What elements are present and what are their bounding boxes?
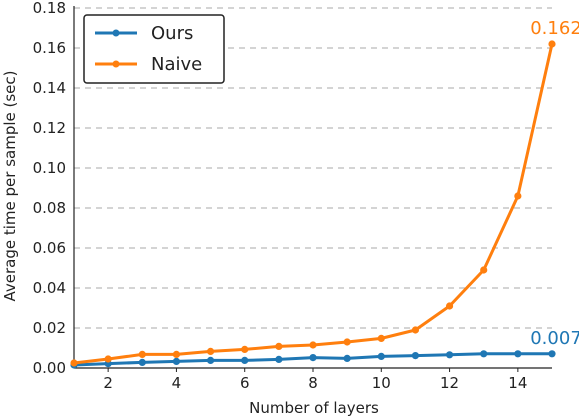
y-tick-label: 0.00 — [33, 359, 66, 377]
legend: Ours Naive — [83, 14, 225, 84]
data-point-ours — [514, 350, 522, 358]
y-tick-label: 0.18 — [33, 0, 66, 17]
x-axis-label: Number of layers — [249, 399, 379, 417]
y-tick-label: 0.10 — [33, 159, 66, 177]
data-labels: 0.007 0.162 — [530, 18, 579, 349]
end-value-label-ours: 0.007 — [530, 328, 579, 349]
data-point-naive — [275, 342, 283, 350]
data-point-ours — [206, 356, 215, 364]
data-point-naive — [206, 347, 215, 355]
x-tick-label: 10 — [372, 374, 391, 392]
grid-lines — [74, 7, 552, 329]
axes — [73, 6, 552, 372]
data-point-naive — [514, 192, 522, 200]
y-tick-label: 0.12 — [33, 119, 66, 137]
tick-labels: 0.00 0.02 0.04 0.06 0.08 0.10 0.12 0.14 0.16 0.18… — [33, 0, 528, 392]
data-point-naive — [104, 355, 112, 363]
data-point-ours — [138, 358, 146, 366]
y-tick-label: 0.04 — [33, 279, 66, 297]
data-point-ours — [548, 350, 556, 358]
y-tick-label: 0.08 — [33, 199, 66, 217]
x-tick-label: 14 — [508, 374, 527, 392]
data-point-naive — [172, 350, 181, 358]
data-point-naive — [70, 359, 78, 367]
data-point-naive — [411, 326, 420, 334]
data-point-ours — [445, 351, 454, 359]
series-line-naive — [72, 42, 554, 365]
data-point-naive — [548, 40, 556, 48]
data-point-ours — [275, 355, 283, 363]
x-tick-label: 4 — [172, 374, 182, 392]
y-tick-label: 0.16 — [33, 39, 66, 57]
end-value-label-naive: 0.162 — [530, 18, 579, 39]
data-point-ours — [411, 352, 420, 360]
data-point-naive — [309, 341, 317, 349]
legend-label-ours: Ours — [151, 23, 193, 44]
x-tick-label: 6 — [240, 374, 250, 392]
data-point-ours — [309, 354, 317, 362]
series-lines — [70, 40, 556, 369]
legend-label-naive: Naive — [151, 54, 202, 75]
y-tick-label: 0.02 — [33, 319, 66, 337]
data-point-naive — [445, 302, 454, 310]
legend-marker-naive — [112, 60, 120, 68]
legend-marker-ours — [112, 29, 120, 37]
data-point-naive — [138, 350, 146, 358]
data-point-naive — [343, 338, 351, 346]
y-tick-label: 0.06 — [33, 239, 66, 257]
data-point-ours — [172, 357, 181, 365]
y-axis-label: Average time per sample (sec) — [1, 70, 19, 301]
data-point-naive — [241, 345, 249, 353]
x-tick-label: 12 — [440, 374, 459, 392]
y-tick-label: 0.14 — [33, 79, 66, 97]
x-tick-label: 8 — [308, 374, 318, 392]
data-point-ours — [241, 356, 249, 364]
data-point-ours — [377, 352, 385, 360]
data-point-ours — [480, 350, 488, 358]
x-tick-label: 2 — [103, 374, 113, 392]
data-point-naive — [377, 334, 385, 342]
data-point-naive — [480, 266, 488, 274]
data-point-ours — [343, 354, 351, 362]
